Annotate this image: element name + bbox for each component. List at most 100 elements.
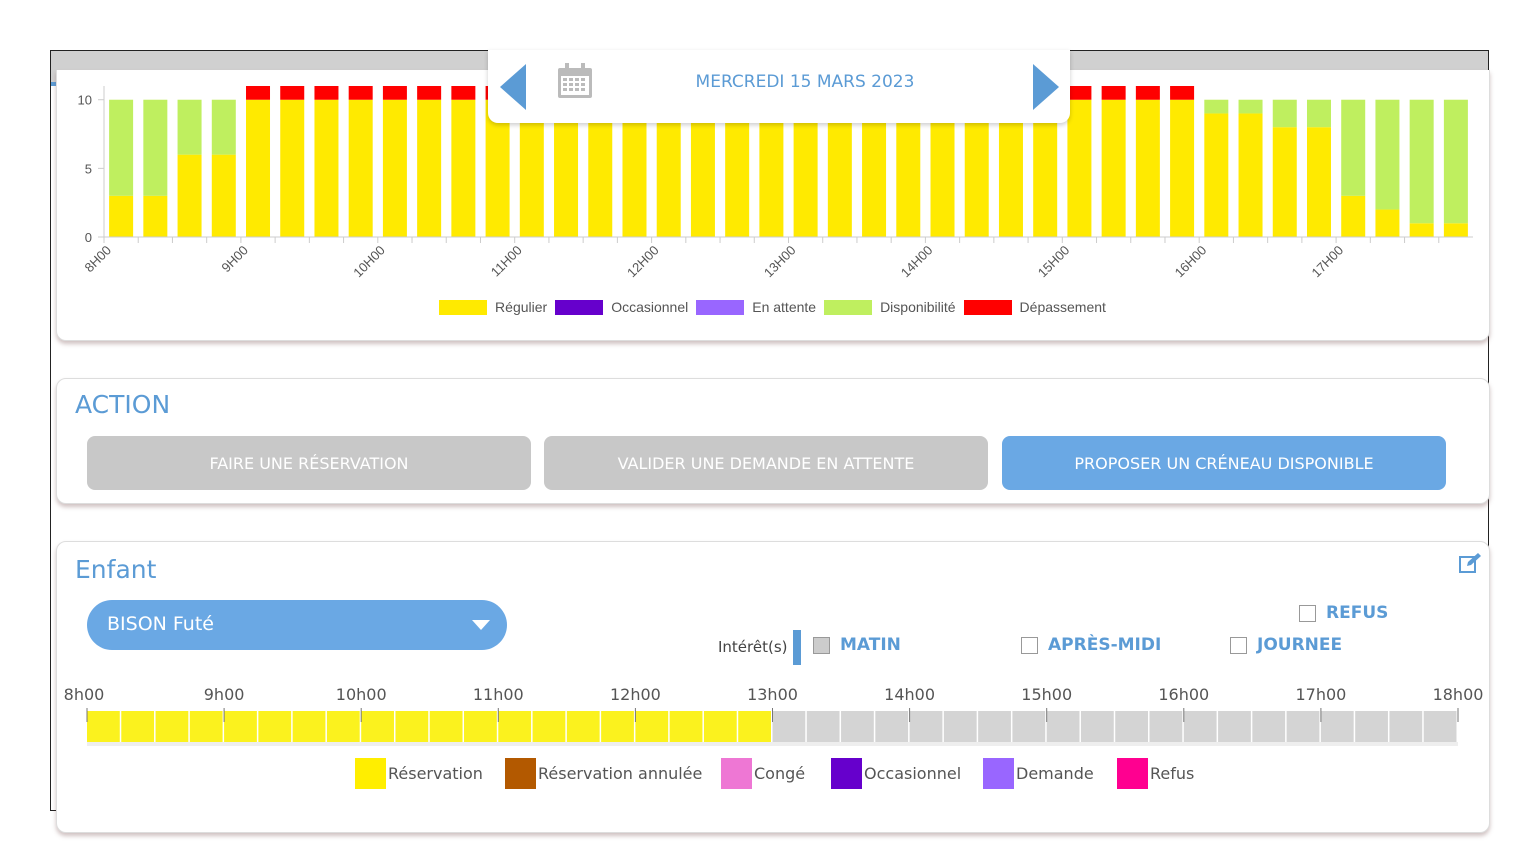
timeline-slot: [703, 711, 737, 742]
bar-segment: [1170, 99, 1195, 238]
timeline-slot: [943, 711, 977, 742]
option-label: APRÈS-MIDI: [1048, 635, 1162, 655]
timeline-slot: [635, 711, 669, 742]
edit-icon[interactable]: [1459, 553, 1481, 573]
legend-swatch: [983, 758, 1014, 789]
timeline-slot: [189, 711, 223, 742]
date-card: MERCREDI 15 MARS 2023: [488, 50, 1070, 123]
prev-arrow[interactable]: [500, 64, 528, 110]
action-button[interactable]: VALIDER UNE DEMANDE EN ATTENTE: [544, 436, 988, 490]
legend-label: En attente: [752, 299, 817, 315]
bar-segment: [314, 99, 339, 238]
action-button[interactable]: FAIRE UNE RÉSERVATION: [87, 436, 531, 490]
bar-segment: [451, 99, 476, 238]
timeline-slot: [464, 711, 497, 742]
legend-swatch: [831, 758, 862, 789]
legend-label: Demande: [1016, 764, 1094, 783]
bar-segment: [1204, 113, 1229, 237]
timeline-slot: [669, 711, 703, 742]
bar-segment: [417, 99, 442, 238]
timeline-slot: [566, 711, 600, 742]
legend-item: Refus: [1117, 758, 1194, 789]
legend-label: Occasionnel: [611, 299, 689, 315]
timeline-slot: [806, 711, 840, 742]
action-button[interactable]: PROPOSER UN CRÉNEAU DISPONIBLE: [1002, 436, 1446, 490]
bar-segment: [1341, 99, 1366, 196]
legend-swatch: [696, 299, 745, 315]
x-tick-label: 16H00: [1172, 243, 1210, 281]
bar-segment: [1238, 113, 1263, 237]
legend-label: Occasionnel: [864, 764, 962, 783]
hour-label: 17h00: [1295, 685, 1347, 704]
bar-segment: [1306, 99, 1331, 128]
checkbox[interactable]: [813, 637, 830, 654]
chart-legend: Régulier Occasionnel En attente Disponibili…: [0, 299, 1539, 315]
bar-segment: [1375, 209, 1400, 237]
checkbox[interactable]: [1230, 637, 1247, 654]
checkbox[interactable]: [1021, 637, 1038, 654]
bar-segment: [382, 99, 407, 238]
hour-label: 8h00: [63, 685, 105, 704]
bar-segment: [109, 99, 134, 196]
hour-label: 12h00: [609, 685, 661, 704]
legend-item: Réservation annulée: [505, 758, 702, 789]
legend-item: Occasionnel: [555, 299, 688, 315]
hour-label: 13h00: [747, 685, 798, 704]
bar-segment: [314, 86, 339, 100]
timeline-slot: [909, 711, 943, 742]
legend-label: Congé: [754, 764, 806, 783]
legend-swatch: [439, 299, 488, 315]
bar-segment: [1170, 86, 1195, 100]
timeline-slot: [1320, 711, 1354, 742]
bar-segment: [1204, 99, 1229, 114]
bar-segment: [1135, 99, 1160, 238]
bar-segment: [280, 99, 305, 238]
legend-label: Disponibilité: [880, 299, 956, 315]
timeline-slot: [1012, 711, 1046, 742]
interest-label: Intérêt(s): [718, 638, 788, 656]
legend-swatch: [355, 758, 386, 789]
legend-swatch: [1117, 758, 1148, 789]
bar-segment: [1341, 195, 1366, 237]
timeline-base: [87, 742, 1458, 746]
legend-item: Demande: [983, 758, 1094, 789]
timeline-slot: [738, 711, 771, 742]
child-dropdown[interactable]: BISON Futé: [87, 600, 507, 650]
legend-label: Régulier: [495, 299, 548, 315]
x-tick-label: 10H00: [350, 243, 388, 281]
y-tick-label: 0: [85, 230, 92, 245]
bar-segment: [211, 99, 236, 155]
bar-segment: [1067, 99, 1092, 238]
timeline-slot: [224, 711, 257, 742]
legend-swatch: [721, 758, 752, 789]
next-arrow[interactable]: [1031, 64, 1059, 110]
action-title: ACTION: [75, 390, 171, 419]
legend-swatch: [824, 299, 873, 315]
legend-label: Dépassement: [1019, 299, 1106, 315]
y-tick-label: 10: [78, 93, 92, 108]
timeline-slot: [875, 711, 909, 742]
legend-item: Occasionnel: [831, 758, 961, 789]
bar-segment: [246, 99, 271, 238]
bar-segment: [143, 195, 168, 237]
legend-label: Réservation: [388, 764, 483, 783]
checkbox[interactable]: [1299, 605, 1316, 622]
timeline-slot: [326, 711, 360, 742]
legend-item: Dépassement: [963, 299, 1106, 315]
legend-item: Régulier: [439, 299, 547, 315]
bar-segment: [1409, 99, 1434, 224]
bar-segment: [348, 99, 373, 238]
y-tick-label: 5: [85, 161, 92, 176]
dropdown-caret: [472, 620, 490, 630]
timeline-slot: [258, 711, 292, 742]
bar-segment: [417, 86, 442, 100]
legend-item: Disponibilité: [824, 299, 956, 315]
bar-segment: [177, 154, 202, 237]
timeline-slot: [429, 711, 463, 742]
calendar-icon[interactable]: [557, 63, 593, 99]
timeline-slot: [772, 711, 806, 742]
bar-segment: [348, 86, 373, 100]
child-title: Enfant: [75, 555, 157, 584]
x-tick-label: 13H00: [761, 243, 799, 281]
legend-label: Refus: [1150, 764, 1195, 783]
